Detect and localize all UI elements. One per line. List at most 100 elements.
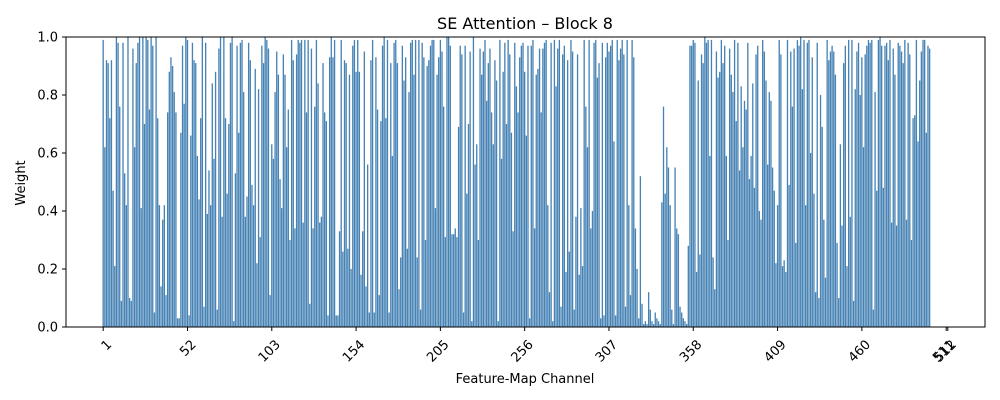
bar	[117, 42, 119, 328]
bar	[499, 39, 501, 328]
bar	[452, 234, 455, 327]
bar	[525, 135, 527, 327]
bar	[441, 51, 443, 327]
bar	[439, 39, 442, 328]
bar	[894, 74, 896, 327]
bar	[418, 39, 420, 328]
bar	[871, 39, 873, 328]
bar	[795, 242, 797, 327]
bar	[705, 42, 708, 328]
bar	[803, 39, 805, 328]
bar	[824, 277, 827, 327]
bar	[912, 118, 914, 327]
bar	[634, 228, 637, 327]
bar	[566, 60, 569, 327]
bar	[310, 48, 313, 327]
bar	[447, 37, 450, 327]
bar	[446, 37, 448, 327]
bar	[380, 121, 382, 327]
bar	[775, 263, 777, 327]
bar	[419, 309, 422, 327]
x-tick-label: 256	[509, 337, 537, 365]
bar	[843, 63, 845, 327]
bar	[322, 63, 324, 327]
bar	[231, 37, 233, 327]
bar	[155, 37, 157, 327]
bar	[401, 45, 404, 327]
bar	[715, 51, 718, 327]
bar	[828, 60, 830, 327]
bar	[512, 231, 514, 327]
bar	[256, 263, 258, 327]
bar	[781, 266, 784, 327]
bar	[302, 222, 304, 327]
bar	[186, 39, 189, 328]
bar	[583, 39, 585, 328]
bar	[614, 315, 617, 327]
bar	[925, 132, 927, 327]
bar	[684, 321, 686, 327]
bar	[297, 39, 299, 328]
bar	[864, 54, 866, 328]
bar	[563, 45, 565, 327]
bar	[732, 92, 734, 327]
bar	[733, 39, 736, 328]
bar	[509, 54, 511, 328]
bar	[236, 45, 238, 327]
x-axis-title: Feature-Map Channel	[456, 372, 595, 387]
bar	[162, 219, 164, 327]
bar	[730, 74, 732, 327]
bar	[905, 219, 908, 327]
bar	[343, 60, 346, 327]
bar	[266, 39, 268, 328]
bar	[904, 39, 906, 328]
bar	[737, 42, 739, 328]
bar	[157, 118, 159, 327]
bar	[841, 225, 843, 327]
bar	[507, 39, 509, 328]
bar	[613, 141, 615, 327]
bar	[495, 80, 498, 327]
bar	[724, 45, 726, 327]
bar	[191, 42, 194, 328]
y-tick-label: 1.0	[37, 31, 58, 46]
bar	[838, 298, 840, 327]
bar	[148, 109, 151, 327]
bar	[628, 205, 630, 327]
bar	[335, 315, 337, 327]
bar	[137, 42, 139, 328]
bar	[216, 309, 218, 327]
bar	[426, 66, 428, 327]
bar	[105, 60, 108, 327]
bar	[299, 42, 301, 328]
bar	[490, 112, 493, 328]
bar	[365, 286, 367, 327]
bar	[656, 318, 658, 327]
bar	[570, 39, 572, 328]
bar	[823, 219, 825, 327]
bar	[185, 37, 187, 327]
bar	[127, 37, 129, 327]
bar	[762, 39, 764, 328]
bar	[474, 164, 476, 327]
bar	[562, 54, 564, 328]
bar	[552, 321, 554, 327]
bar	[816, 42, 818, 328]
bar	[700, 54, 703, 328]
bar	[758, 211, 761, 327]
bar	[444, 237, 446, 327]
bar	[176, 318, 179, 327]
bar	[315, 39, 318, 328]
bar	[631, 39, 633, 328]
bar	[376, 109, 379, 327]
bar	[489, 48, 491, 327]
bar	[201, 37, 204, 327]
bar	[363, 51, 365, 327]
bar	[909, 54, 911, 328]
bar	[320, 216, 323, 327]
bar	[537, 68, 539, 328]
bar	[193, 60, 195, 327]
bar	[647, 292, 650, 327]
bar	[654, 312, 656, 327]
bar	[776, 205, 779, 327]
